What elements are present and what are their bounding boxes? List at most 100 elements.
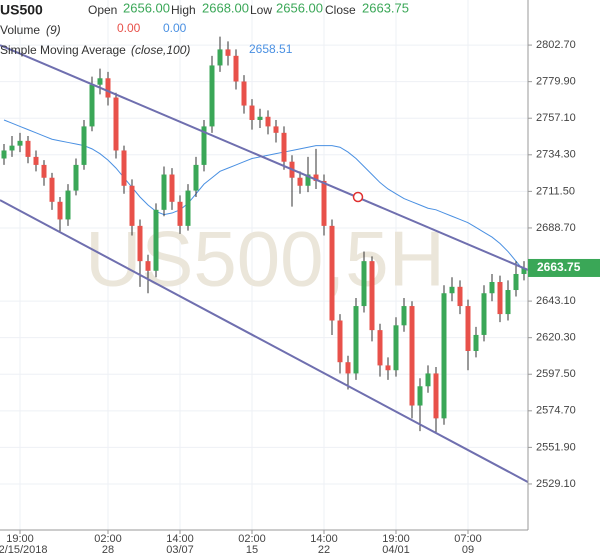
trend-anchor (352, 191, 364, 203)
candle-body (465, 306, 471, 351)
candle-body (161, 174, 167, 210)
y-tick-label: 2688.70 (536, 222, 576, 234)
candle-body (441, 293, 447, 419)
legend-label: Low (250, 3, 272, 17)
candle-body (297, 177, 303, 186)
axes: 2802.70 2779.90 2757.10 2734.30 2711.50 2688.… (0, 39, 600, 556)
sma-line (3, 119, 525, 272)
x-tick-label: 19:00 (382, 533, 410, 545)
candle-body (217, 49, 223, 66)
candle-body (249, 105, 255, 120)
legend-value: 2663.75 (362, 0, 409, 15)
candle-body (73, 164, 79, 191)
candle-body (225, 49, 231, 56)
candle-body (89, 84, 95, 127)
candle-body (25, 140, 31, 157)
candle-body (337, 320, 343, 363)
candle-body (473, 334, 479, 351)
y-tick-label: 2529.10 (536, 478, 576, 490)
candle-body (169, 174, 175, 202)
candle-body (417, 386, 423, 406)
candle-body (129, 185, 135, 226)
grid (0, 0, 528, 530)
candle-body (409, 306, 415, 406)
legend-value: 0.00 (117, 21, 141, 35)
x-tick-label: 14:00 (166, 533, 194, 545)
candle-body (241, 81, 247, 106)
candle-body (505, 290, 511, 315)
candle-body (265, 116, 271, 127)
candle-body (9, 145, 15, 151)
y-tick-label: 2779.90 (536, 76, 576, 88)
candle-body (345, 362, 351, 374)
candle-body (433, 373, 439, 419)
x-tick-sublabel: 09 (462, 544, 474, 556)
trend-line (0, 199, 529, 483)
symbol: US500 (0, 2, 43, 18)
y-tick-label: 2643.10 (536, 295, 576, 307)
candle-body (457, 286, 463, 307)
legend-value: 0.00 (163, 21, 187, 35)
candle-body (153, 209, 159, 271)
watermark: US500,5H (85, 215, 445, 303)
legend-value: 2668.00 (202, 0, 249, 15)
y-tick-label: 2620.30 (536, 332, 576, 344)
candle-body (273, 126, 279, 133)
candle-body (353, 306, 359, 374)
candle-body (329, 225, 335, 321)
candle-body (1, 150, 7, 159)
trend-line (0, 44, 529, 271)
legend-label: Open (88, 3, 117, 17)
x-tick-label: 02:00 (238, 533, 266, 545)
x-tick-sublabel: 15 (246, 544, 258, 556)
y-tick-label: 2597.50 (536, 368, 576, 380)
x-tick-label: 07:00 (454, 533, 482, 545)
candle-body (313, 174, 319, 181)
candle-body (497, 282, 503, 315)
candle-body (137, 225, 143, 262)
y-tick-label: 2734.30 (536, 149, 576, 161)
candle-body (177, 201, 183, 226)
candle-body (481, 293, 487, 335)
candle-body (233, 55, 239, 82)
candle-body (81, 126, 87, 165)
x-tick-sublabel: 02/15/2018 (0, 544, 48, 556)
x-tick-label: 19:00 (6, 533, 34, 545)
y-tick-label: 2757.10 (536, 112, 576, 124)
candle-body (97, 78, 103, 85)
x-tick-label: 02:00 (94, 533, 122, 545)
legend-label: Volume (0, 23, 40, 37)
y-tick-label: 2574.70 (536, 405, 576, 417)
candle-body (489, 282, 495, 294)
candle-body (305, 174, 311, 186)
last-price-label: 2663.75 (537, 260, 581, 274)
legend: US500 Open 2656.00 High 2668.00 Low 2656… (0, 0, 409, 57)
legend-value: 2658.51 (249, 42, 293, 56)
legend-param: (9) (46, 23, 61, 37)
candle-body (257, 116, 263, 120)
legend-label: High (171, 3, 196, 17)
y-tick-label: 2551.90 (536, 441, 576, 453)
candle-body (17, 140, 23, 146)
legend-label: Simple Moving Average (0, 43, 126, 57)
x-tick-label: 14:00 (310, 533, 338, 545)
candle-body (449, 286, 455, 294)
x-tick-sublabel: 28 (102, 544, 114, 556)
candle-body (281, 132, 287, 162)
candle-body (209, 65, 215, 127)
y-tick-label: 2802.70 (536, 39, 576, 51)
x-tick-sublabel: 22 (318, 544, 330, 556)
candle-body (385, 365, 391, 371)
candle-body (513, 273, 519, 291)
candle-body (401, 306, 407, 326)
legend-value: 2656.00 (276, 0, 323, 15)
y-tick-label: 2711.50 (536, 185, 575, 197)
legend-label: Close (325, 3, 356, 17)
candle-body (377, 330, 383, 366)
candle-body (57, 201, 63, 220)
candle-body (361, 261, 367, 307)
candle-body (49, 177, 55, 202)
candle-body (113, 97, 119, 151)
plot (0, 36, 529, 483)
